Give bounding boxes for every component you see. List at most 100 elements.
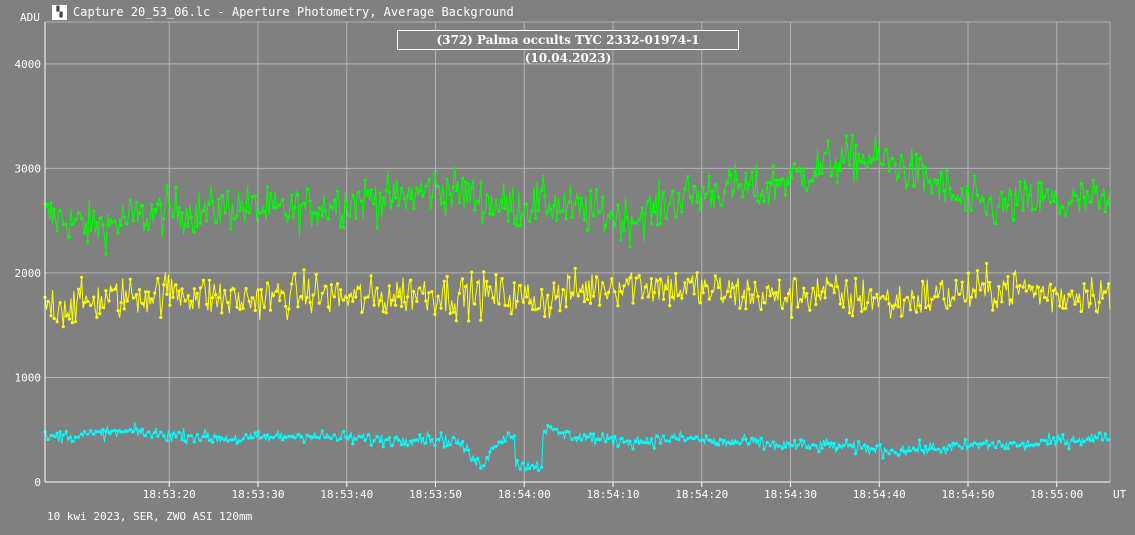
data-point (1088, 301, 1092, 305)
data-point (1027, 193, 1031, 197)
data-point (911, 446, 916, 450)
data-point (716, 443, 721, 447)
data-point (110, 288, 114, 292)
data-point (704, 192, 708, 196)
data-point (942, 189, 946, 193)
data-point (448, 311, 452, 316)
data-point (689, 435, 693, 439)
data-point (470, 458, 474, 462)
data-point (348, 293, 352, 298)
data-point (217, 296, 221, 300)
data-point (531, 209, 535, 213)
data-point (598, 210, 602, 214)
data-point (378, 299, 382, 303)
data-point (442, 201, 446, 205)
data-point (284, 304, 288, 308)
data-point (625, 215, 629, 220)
data-point (491, 212, 495, 217)
data-point (427, 177, 431, 181)
data-point (470, 270, 474, 274)
data-point (314, 435, 318, 439)
data-point (329, 283, 333, 287)
data-point (1055, 292, 1059, 296)
data-point (759, 193, 763, 197)
data-point (857, 152, 861, 156)
data-point (905, 449, 910, 453)
data-point (1064, 306, 1068, 310)
data-point (948, 303, 952, 307)
data-point (546, 423, 550, 428)
data-point (713, 183, 718, 187)
data-point (613, 224, 617, 228)
data-point (777, 178, 782, 182)
data-point (762, 301, 766, 305)
data-point (500, 277, 504, 281)
data-point (49, 314, 53, 318)
data-point (195, 291, 199, 295)
data-point (765, 285, 769, 289)
data-point (342, 429, 346, 433)
data-point (1009, 298, 1013, 302)
data-point (366, 189, 370, 193)
data-point (244, 433, 248, 437)
data-point (780, 306, 785, 310)
data-point (732, 189, 736, 193)
data-point (339, 225, 343, 229)
data-point (988, 443, 992, 447)
data-point (95, 221, 99, 225)
data-point (893, 451, 897, 455)
data-point (933, 295, 937, 299)
data-point (503, 439, 507, 443)
data-point (415, 186, 419, 190)
data-point (774, 178, 778, 182)
data-point (975, 193, 980, 197)
data-point (278, 435, 282, 439)
data-point (942, 446, 946, 450)
data-point (655, 223, 660, 227)
data-point (945, 447, 949, 452)
data-point (921, 448, 925, 452)
data-point (847, 311, 852, 315)
data-point (521, 461, 526, 465)
data-point (485, 455, 489, 460)
data-point (540, 465, 544, 469)
data-point (46, 299, 50, 303)
data-point (314, 272, 318, 277)
data-point (972, 289, 977, 293)
data-point (305, 187, 309, 191)
data-point (646, 199, 650, 203)
data-point (683, 438, 687, 443)
data-point (1061, 205, 1065, 209)
data-point (844, 438, 849, 442)
data-point (957, 198, 961, 202)
data-point (1082, 195, 1086, 199)
data-point (610, 277, 614, 281)
data-point (61, 325, 65, 329)
data-point (183, 299, 187, 303)
data-point (628, 276, 632, 280)
data-point (195, 433, 199, 437)
data-point (418, 189, 422, 193)
chart-icon[interactable]: ▚ (52, 4, 67, 20)
data-point (454, 441, 458, 445)
data-point (957, 444, 961, 448)
data-point (1085, 437, 1089, 441)
data-point (275, 206, 279, 210)
data-point (52, 207, 56, 211)
data-point (643, 285, 647, 289)
data-point (360, 310, 364, 314)
data-point (177, 206, 181, 210)
data-point (774, 443, 778, 447)
data-point (226, 189, 230, 193)
data-point (284, 212, 288, 216)
data-point (893, 163, 897, 167)
data-point (448, 192, 452, 196)
data-point (1082, 440, 1086, 444)
data-point (692, 437, 696, 441)
data-point (250, 296, 254, 300)
data-point (917, 304, 922, 308)
data-point (1009, 441, 1013, 445)
data-point (412, 438, 416, 442)
data-point (771, 292, 775, 296)
data-point (223, 288, 227, 293)
